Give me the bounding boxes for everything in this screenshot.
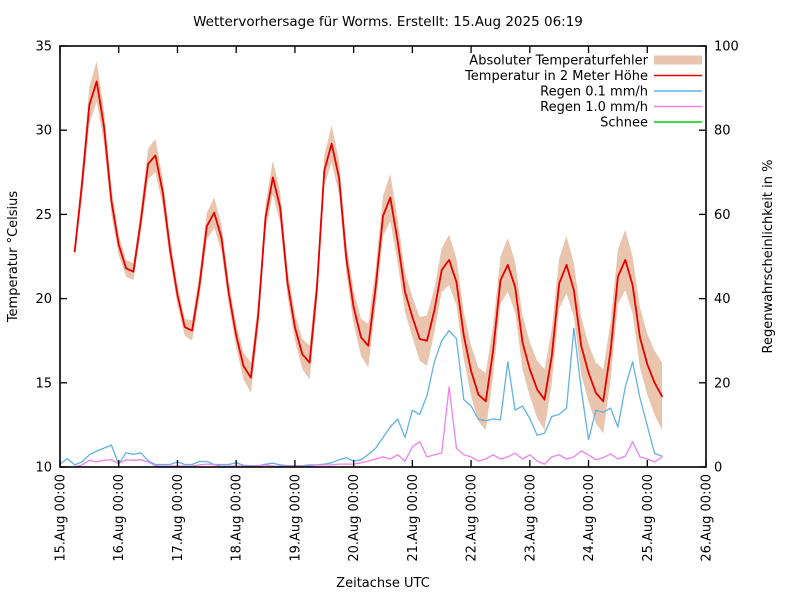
x-tick-label: 18.Aug 00:00 (230, 474, 245, 562)
y-right-tick-label: 20 (714, 376, 731, 391)
x-tick-label: 23.Aug 00:00 (523, 474, 538, 562)
legend-band-swatch (654, 55, 702, 65)
series-layer (59, 61, 663, 468)
legend-label: Regen 1.0 mm/h (540, 100, 648, 115)
x-tick-label: 15.Aug 00:00 (54, 474, 69, 562)
legend-label: Schnee (600, 116, 648, 131)
y-left-tick-label: 30 (35, 124, 52, 139)
legend-label: Absoluter Temperaturfehler (469, 54, 648, 69)
x-tick-label: 25.Aug 00:00 (641, 474, 656, 562)
x-tick-label: 17.Aug 00:00 (171, 474, 186, 562)
y-right-tick-label: 100 (714, 40, 739, 55)
legend-item: Regen 0.1 mm/h (540, 85, 702, 100)
y-left-tick-label: 10 (35, 461, 52, 476)
x-tick-label: 26.Aug 00:00 (700, 474, 715, 562)
legend-item: Absoluter Temperaturfehler (469, 54, 702, 69)
x-tick-label: 24.Aug 00:00 (582, 474, 597, 562)
x-tick-label: 19.Aug 00:00 (288, 474, 303, 562)
y-right-tick-label: 40 (714, 292, 731, 307)
chart-title: Wettervorhersage für Worms. Erstellt: 15… (193, 14, 583, 30)
y-right-tick-label: 60 (714, 208, 731, 223)
rain-01-line (59, 327, 663, 467)
legend-item: Schnee (600, 116, 702, 131)
temperature-line (73, 80, 663, 403)
rain-10-line (59, 386, 663, 468)
legend-label: Temperatur in 2 Meter Höhe (464, 69, 648, 84)
y-left-tick-label: 20 (35, 292, 52, 307)
y-right-tick-label: 80 (714, 124, 731, 139)
legend-label: Regen 0.1 mm/h (540, 85, 648, 100)
legend-item: Temperatur in 2 Meter Höhe (464, 69, 702, 84)
y-axis-label-right: Regenwahrscheinlichkeit in % (761, 160, 776, 354)
plot-border (59, 45, 707, 468)
legend-item: Regen 1.0 mm/h (540, 100, 702, 115)
y-left-tick-label: 15 (35, 376, 52, 391)
x-tick-label: 22.Aug 00:00 (465, 474, 480, 562)
x-tick-label: 16.Aug 00:00 (112, 474, 127, 562)
x-axis-label: Zeitachse UTC (336, 576, 430, 591)
y-right-tick-label: 0 (714, 461, 722, 476)
x-tick-label: 20.Aug 00:00 (347, 474, 362, 562)
y-axis-label-left: Temperatur °Celsius (6, 191, 21, 324)
y-left-tick-label: 35 (35, 40, 52, 55)
y-left-tick-label: 25 (35, 208, 52, 223)
axis-layer: 15.Aug 00:00 16.Aug 00:00 17.Aug 00:00 18.A… (35, 40, 738, 562)
x-tick-label: 21.Aug 00:00 (406, 474, 421, 562)
